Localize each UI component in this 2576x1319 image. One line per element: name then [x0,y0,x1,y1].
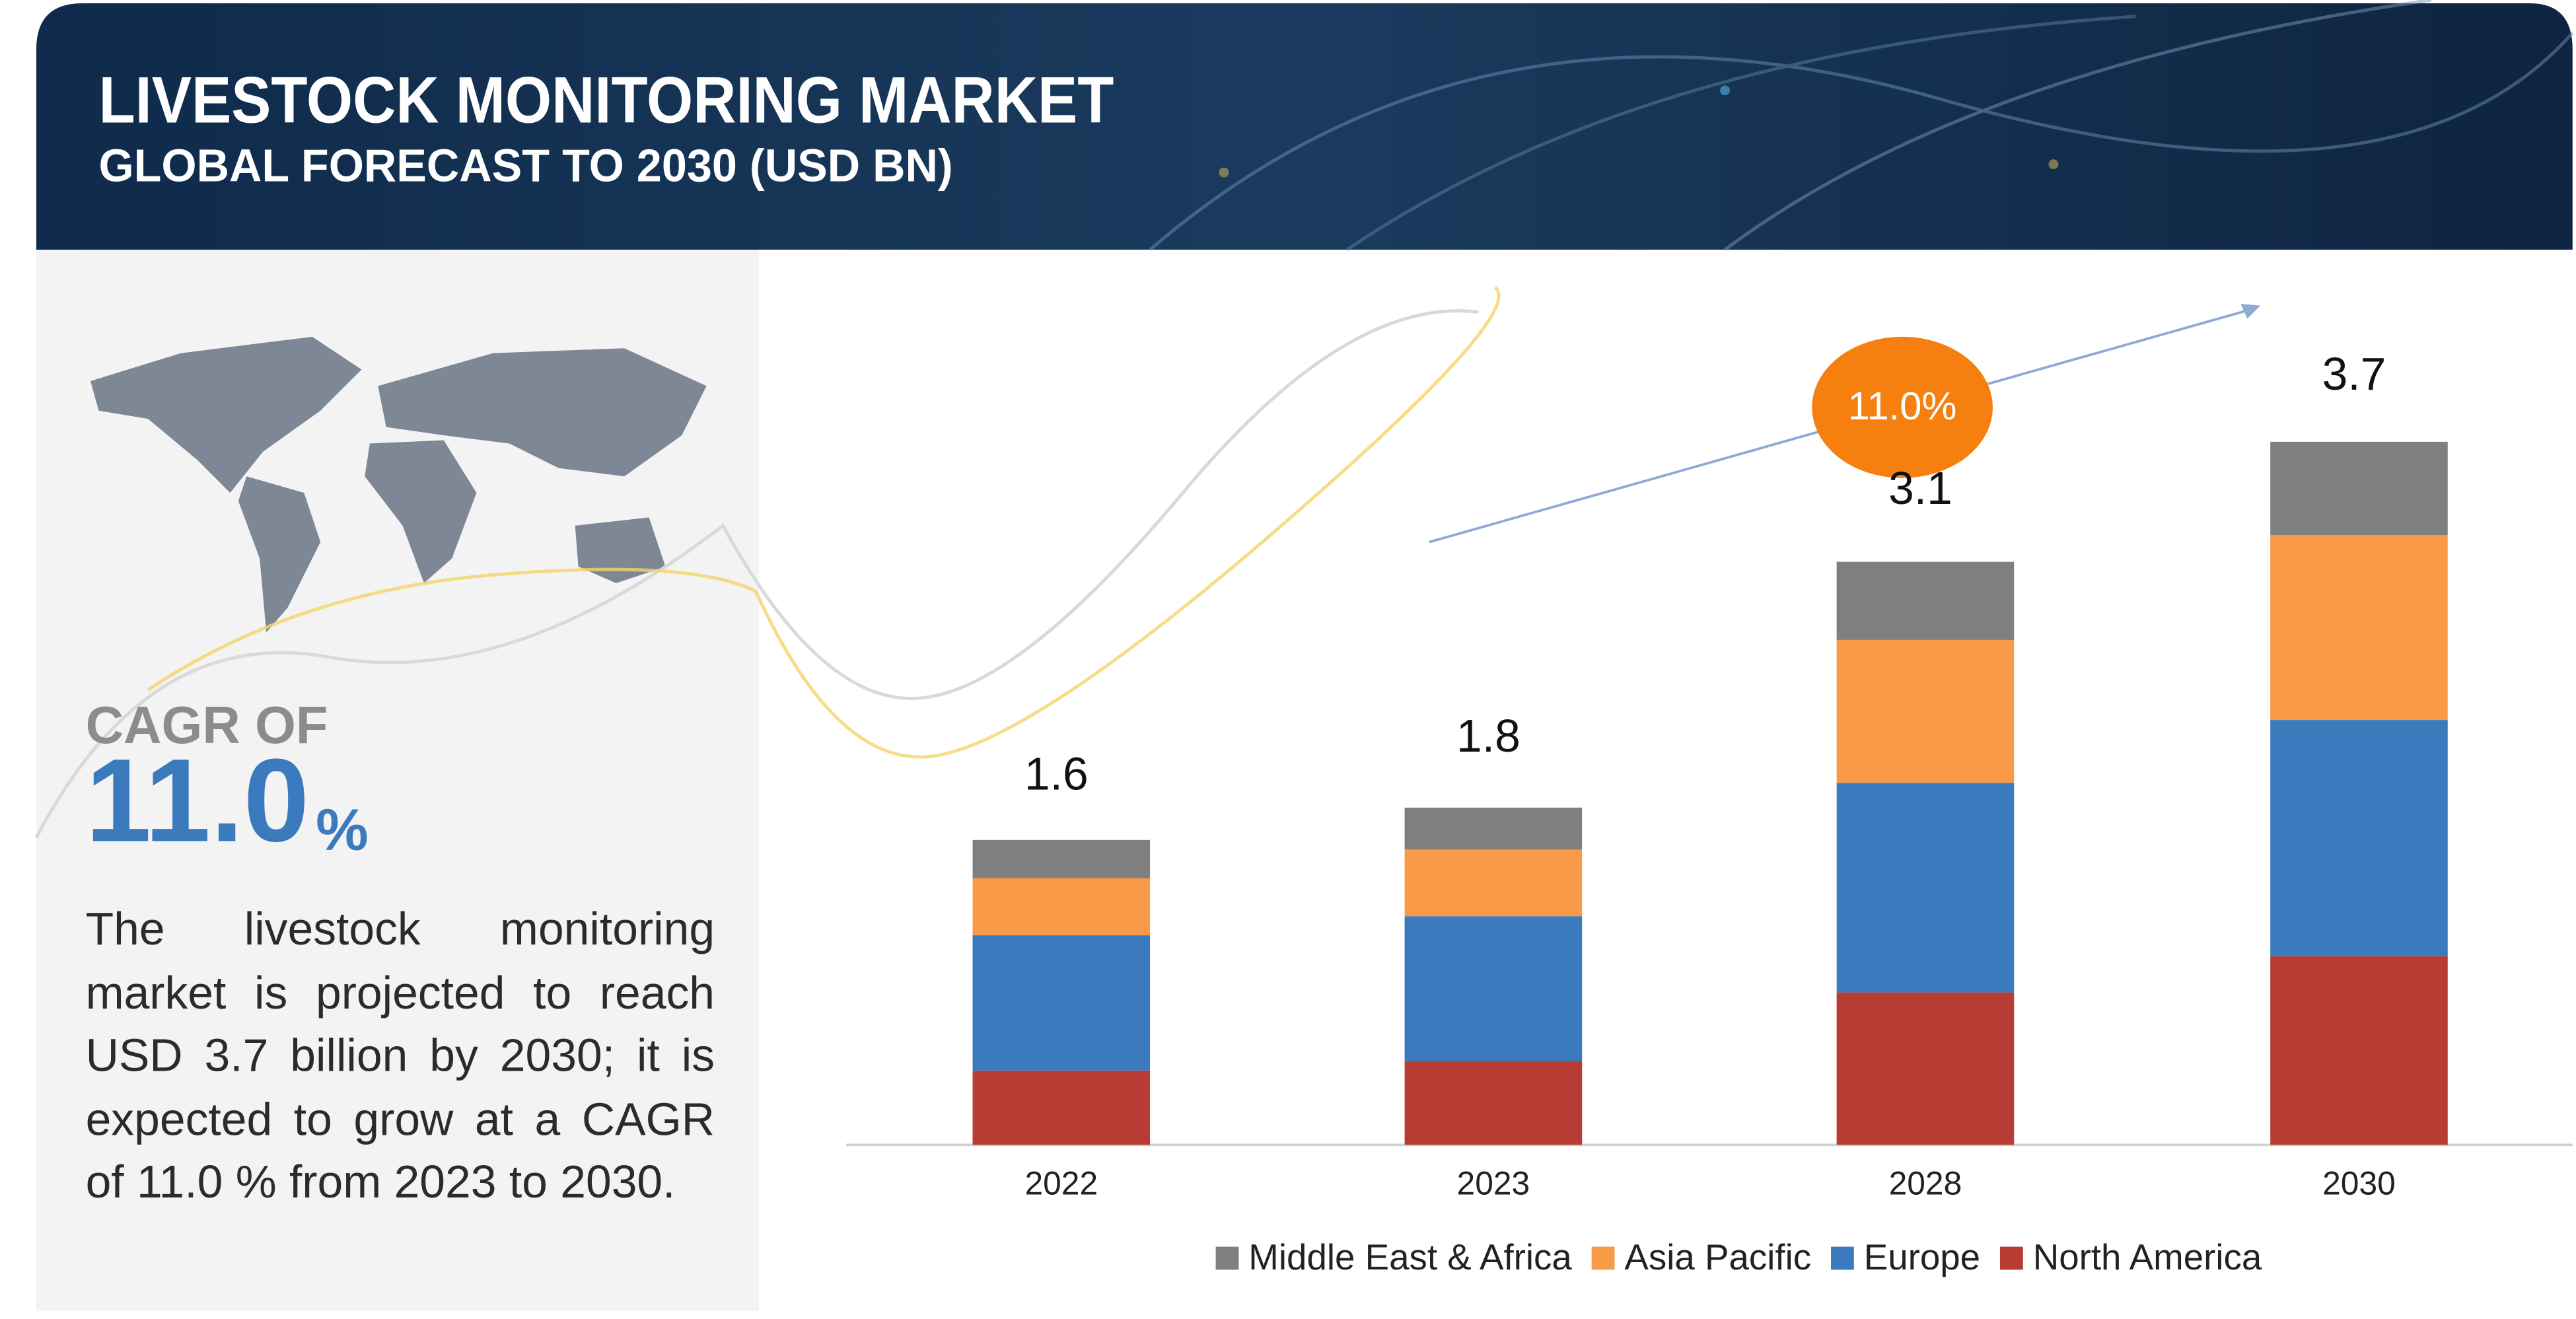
bar-segment [972,839,1151,878]
header-decor [1149,0,2574,252]
legend-swatch [1591,1246,1615,1270]
cagr-unit: % [316,797,369,863]
legend-swatch [1830,1246,1854,1270]
description: The livestock monitoring market is proje… [85,903,715,1207]
description-box: The livestock monitoring market is proje… [85,903,715,1207]
bar-segment [972,1070,1151,1145]
chart-subtitle: GLOBAL FORECAST TO 2030 (USD BN) [98,140,952,192]
legend-label: Middle East & Africa [1248,1236,1572,1277]
bar-segment [2270,720,2448,956]
bar-segment [1404,849,1583,917]
legend-swatch [1999,1246,2023,1270]
chart-title: LIVESTOCK MONITORING MARKET [98,63,1114,137]
total-label: 3.1 [1888,462,1952,514]
bar-segment [1836,561,2015,640]
bar-segment [1404,916,1583,1061]
bar-segment [1404,1061,1583,1145]
world-map [90,336,707,633]
cagr-badge [1812,336,1993,478]
legend-label: Europe [1864,1236,1980,1277]
total-label: 1.8 [1456,710,1521,762]
legend-label: Asia Pacific [1624,1236,1811,1277]
bar-segment [1836,639,2015,783]
total-label: 3.7 [2322,348,2386,400]
cagr-label: CAGR OF [86,695,328,754]
bar-segment [2270,441,2448,536]
total-label: 1.6 [1024,748,1089,800]
x-tick-label: 2023 [1457,1165,1530,1202]
bar-segment [972,878,1151,936]
trend-arrow-head [2240,304,2261,319]
cagr-value: 11.0 [86,734,310,866]
x-tick-label: 2030 [2322,1165,2396,1202]
legend-label: North America [2033,1236,2262,1277]
x-tick-label: 2028 [1889,1165,1962,1202]
decor-curves [34,286,1501,839]
cagr-badge-label: 11.0% [1848,384,1957,428]
bar-segment [972,935,1151,1071]
bar-segment [1836,992,2015,1145]
legend-swatch [1215,1246,1239,1270]
x-tick-label: 2022 [1024,1165,1098,1202]
bar-segment [2270,956,2448,1145]
header-band [36,3,2573,250]
bar-segment [2270,535,2448,721]
bar-segment [1836,783,2015,993]
bar-segment [1404,807,1583,850]
